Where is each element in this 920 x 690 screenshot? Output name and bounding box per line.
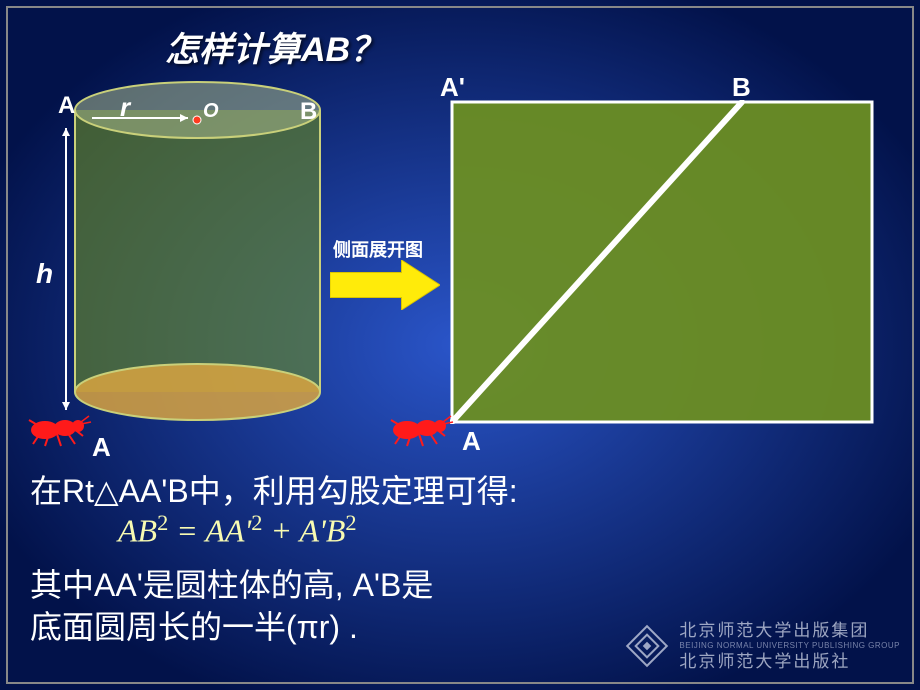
arrow-svg	[330, 260, 440, 310]
ant-right-icon	[385, 412, 455, 448]
explanation-line-1: 在Rt△AA'B中，利用勾股定理可得:	[30, 466, 518, 512]
point-label: A	[462, 426, 481, 457]
unfolded-rectangle	[450, 100, 874, 429]
logo-text: 北京师范大学出版集团 BEIJING NORMAL UNIVERSITY PUB…	[679, 620, 900, 673]
point-label: B	[732, 72, 751, 103]
publisher-logo: 北京师范大学出版集团 BEIJING NORMAL UNIVERSITY PUB…	[625, 620, 900, 673]
slide-root: 怎样计算AB？ 侧面展开图 ABOrhAA'BA 在Rt△AA'B中，利用勾股定…	[0, 0, 920, 690]
explanation-line-2a: 其中AA'是圆柱体的高, A'B是	[30, 560, 433, 606]
point-label: B	[300, 98, 317, 126]
logo-press-cn: 北京师范大学出版社	[679, 651, 900, 672]
pythagorean-formula: AB2 = AA'2 + A'B2	[118, 510, 357, 550]
arrow-label: 侧面展开图	[333, 236, 423, 262]
unfold-arrow	[330, 260, 440, 315]
point-label: O	[203, 100, 219, 123]
point-label: A	[92, 432, 111, 463]
point-label: A'	[440, 72, 465, 103]
rectangle-svg	[450, 100, 874, 424]
logo-group-cn: 北京师范大学出版集团	[679, 620, 900, 641]
point-label: A	[58, 92, 75, 120]
logo-icon	[625, 624, 669, 668]
logo-group-en: BEIJING NORMAL UNIVERSITY PUBLISHING GRO…	[679, 641, 900, 651]
ant-left-icon	[23, 412, 93, 448]
point-label: h	[36, 258, 53, 290]
explanation-line-2b: 底面圆周长的一半(πr) .	[30, 602, 358, 648]
point-label: r	[120, 92, 130, 123]
